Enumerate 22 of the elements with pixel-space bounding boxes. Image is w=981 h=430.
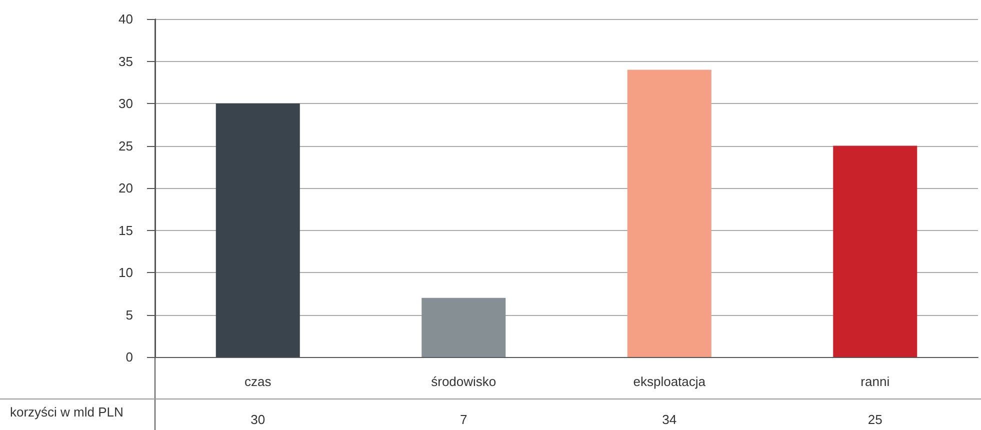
- y-tick-label: 35: [118, 54, 133, 69]
- data-label: 25: [868, 412, 882, 427]
- text: korzyści w mld PLN: [10, 404, 124, 420]
- data-label: 7: [460, 412, 468, 427]
- data-label: 34: [662, 412, 677, 427]
- y-tick-label: 15: [118, 222, 133, 238]
- y-tick-label: 10: [118, 265, 133, 280]
- data-label: 30: [250, 412, 266, 427]
- x-tick-label: eksploatacja: [633, 374, 706, 389]
- y-tick-label: 5: [126, 307, 133, 322]
- bar: [422, 298, 506, 357]
- y-tick-label: 30: [118, 96, 133, 111]
- y-tick-label: 20: [118, 180, 133, 196]
- y-tick-label: 25: [118, 138, 133, 154]
- bar: [216, 104, 300, 357]
- y-tick-label: 40: [118, 12, 133, 26]
- bar: [627, 70, 712, 357]
- x-tick-label: środowisko: [431, 374, 496, 389]
- bar: [833, 146, 918, 357]
- x-tick-label: ranni: [860, 374, 890, 389]
- y-tick-label: 0: [126, 350, 133, 364]
- x-tick-label: czas: [244, 374, 272, 389]
